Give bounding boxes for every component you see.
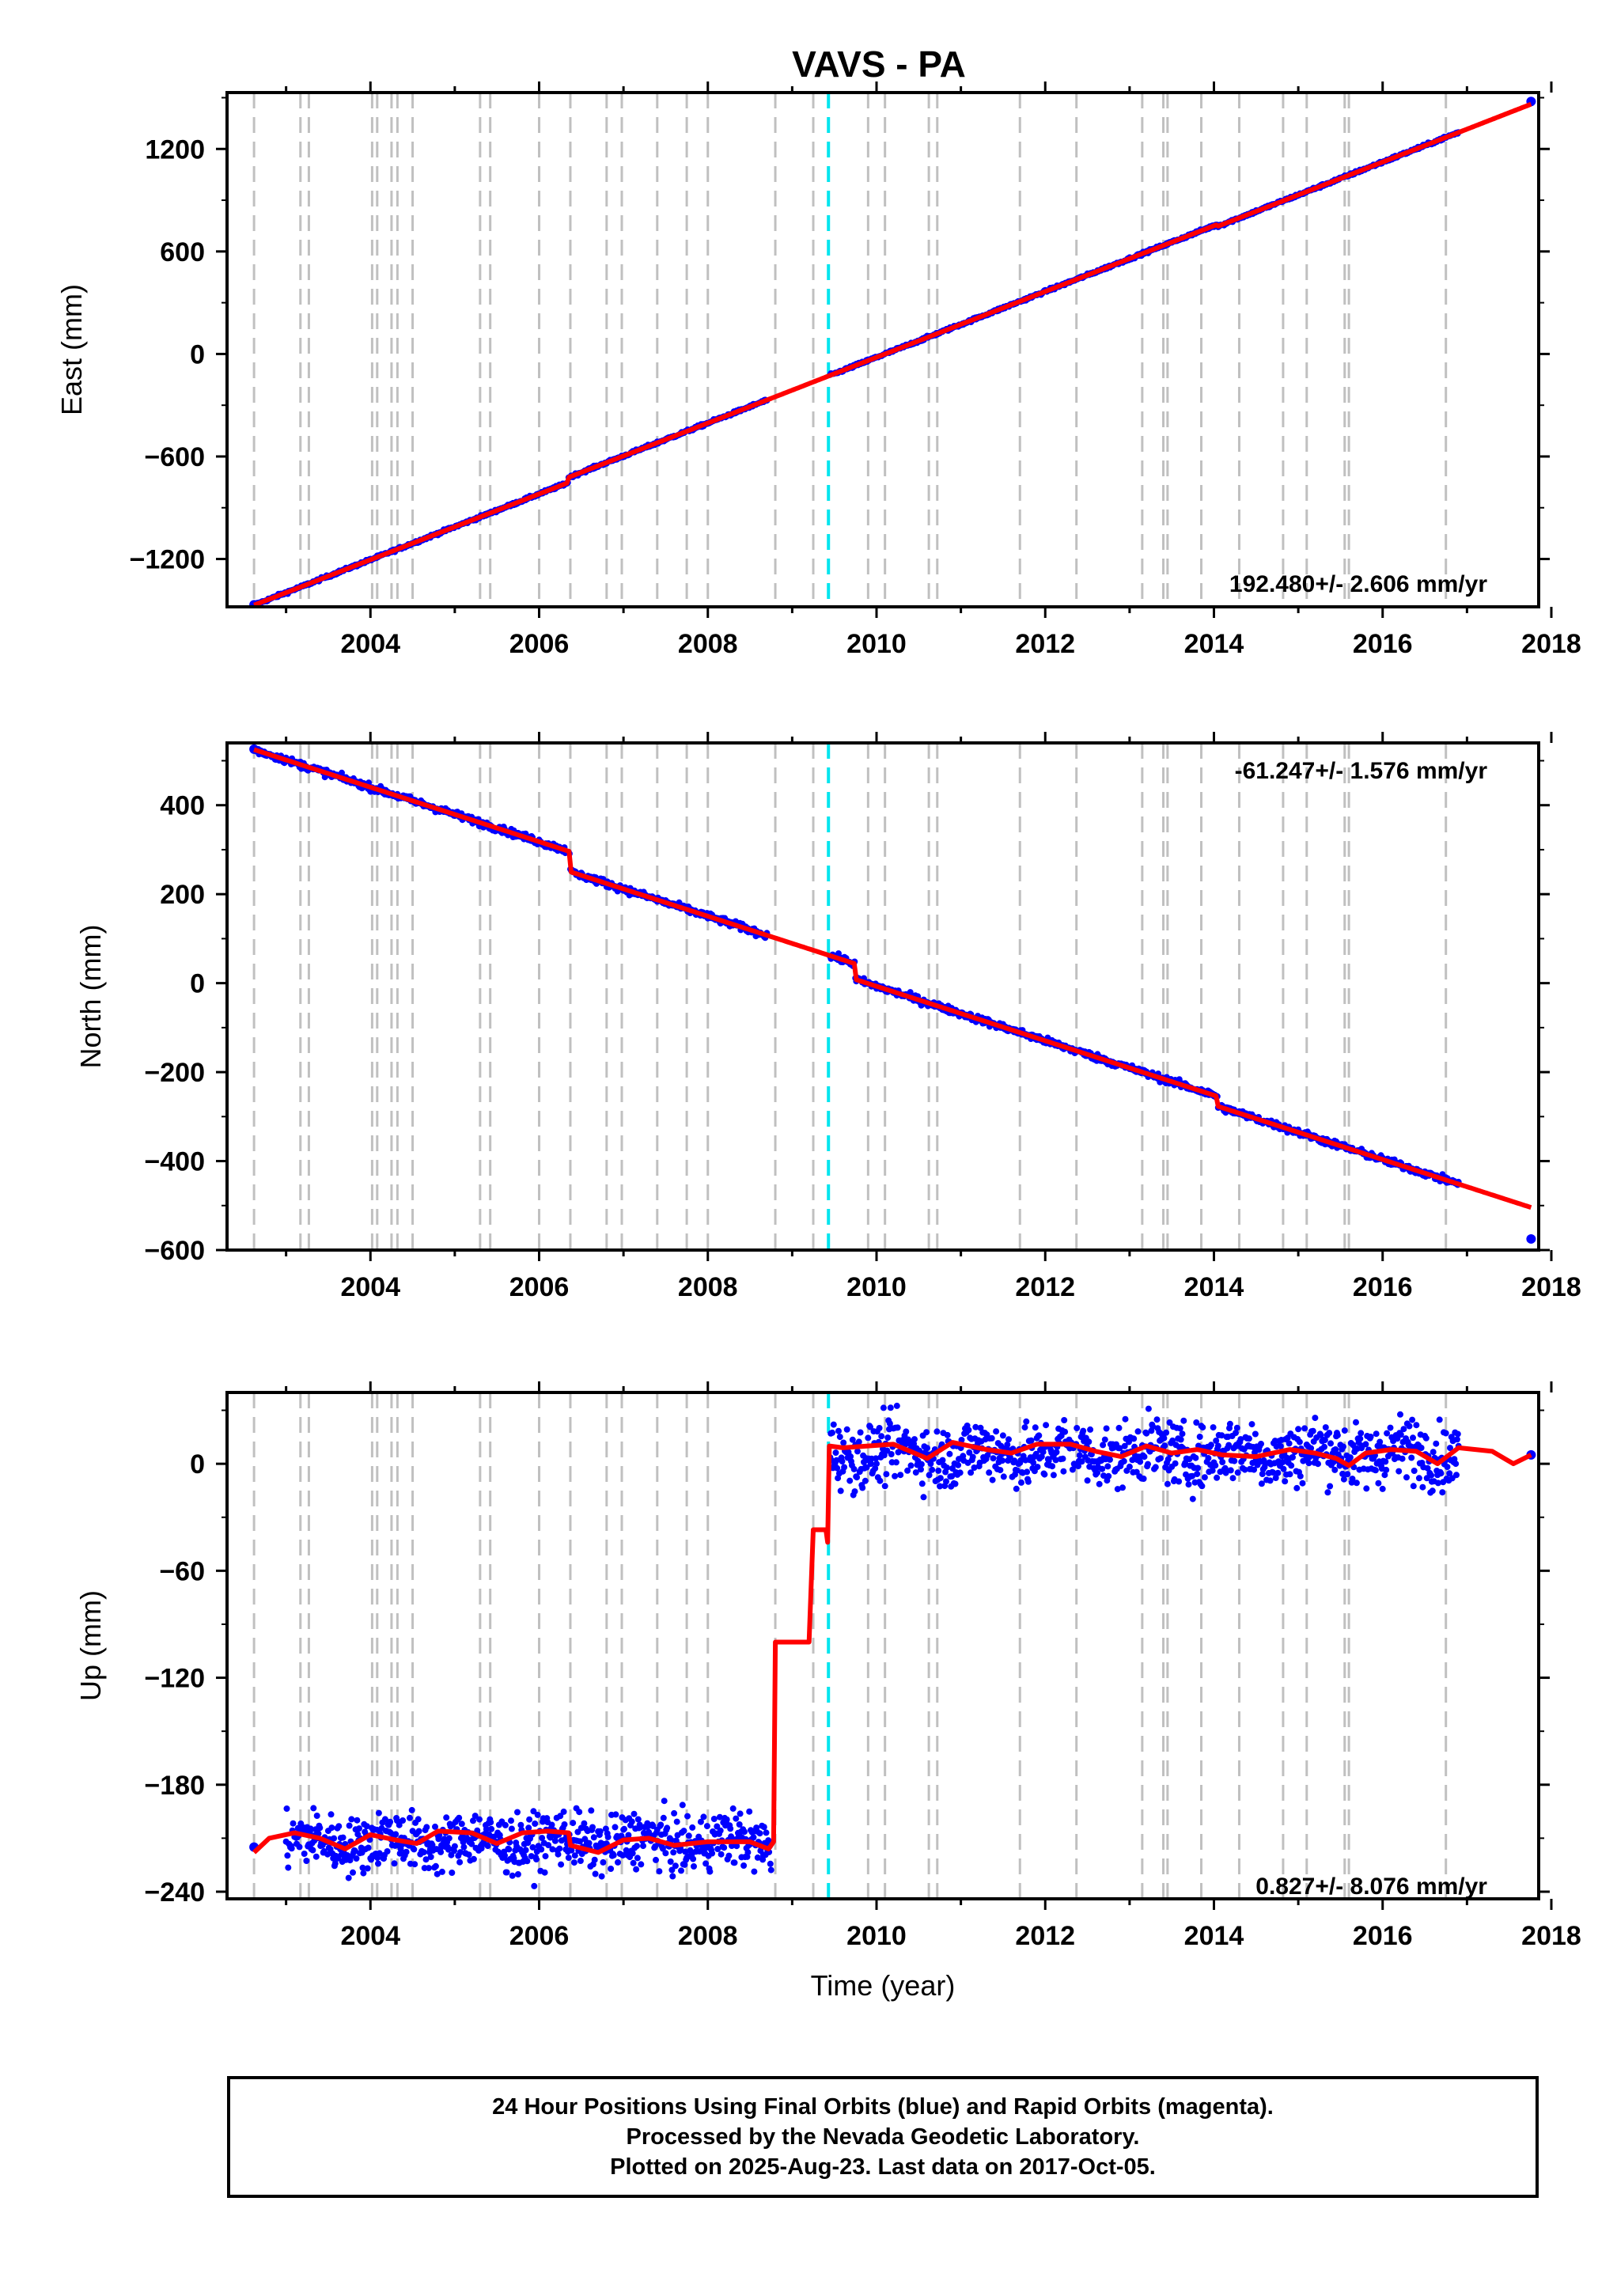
panel-north: 2004 2006 2008 2010 2012 2014 2016 2018 −600 −400… [74,732,1581,1302]
y-tick-label: −600 [144,1236,205,1266]
data-point [1526,1233,1536,1244]
panel-frame [225,91,1540,608]
model-fit-line [252,1440,1532,1855]
footer-line-1: 24 Hour Positions Using Final Orbits (bl… [492,2094,1274,2120]
footer-line-3: Plotted on 2025-Aug-23. Last data on 201… [610,2154,1156,2180]
data-points-north [249,744,1536,1244]
y-axis-label: East (mm) [55,284,88,415]
model-fit-line [253,101,1532,607]
footer-info-box: 24 Hour Positions Using Final Orbits (bl… [227,2076,1539,2198]
panel-frame [225,1391,1540,1900]
x-tick-label: 2014 [1184,629,1244,659]
x-tick-label: 2018 [1521,1272,1581,1302]
x-tick-label: 2014 [1184,1921,1244,1951]
y-tick-label: 0 [190,969,205,999]
x-tick-label: 2004 [340,1272,400,1302]
x-tick-label: 2010 [846,1272,907,1302]
x-tick-label: 2014 [1184,1272,1244,1302]
y-tick-label: −240 [144,1877,205,1908]
y-tick-label: 0 [190,1449,205,1480]
y-axis-label: Up (mm) [74,1590,107,1701]
y-tick-label: −400 [144,1147,205,1177]
x-tick-label: 2012 [1015,1921,1075,1951]
panel-up: 2004 2006 2008 2010 2012 2014 2016 2018 −240 −180… [74,1381,1581,2002]
x-tick-label: 2006 [509,1921,570,1951]
x-axis-label: Time (year) [811,1969,956,2002]
x-tick-label: 2008 [678,1272,738,1302]
y-tick-label: −1200 [130,545,206,575]
x-tick-label: 2008 [678,629,738,659]
y-tick-label: 0 [190,339,205,369]
model-fit-line [253,747,1532,1211]
y-tick-label: 200 [160,880,205,910]
x-tick-label: 2018 [1521,629,1581,659]
plot-area-east [249,93,1536,607]
x-tick-label: 2006 [509,629,570,659]
x-tick-label: 2004 [340,629,400,659]
y-axis-label: North (mm) [74,925,107,1069]
y-tick-label: −120 [144,1664,205,1694]
x-tick-label: 2016 [1353,629,1413,659]
x-tick-label: 2006 [509,1272,570,1302]
panel-frame [225,741,1540,1252]
plot-area-up [249,1392,1536,1899]
y-tick-label: 1200 [145,135,205,165]
x-tick-label: 2010 [846,629,907,659]
x-tick-label: 2010 [846,1921,907,1951]
chart-title: VAVS - PA [792,44,966,85]
y-tick-label: 600 [160,237,205,267]
data-point-cloud [282,1402,1462,1889]
y-tick-label: 400 [160,791,205,821]
footer-line-2: Processed by the Nevada Geodetic Laborat… [626,2124,1140,2150]
x-tick-label: 2012 [1015,629,1075,659]
x-tick-label: 2016 [1353,1272,1413,1302]
y-tick-label: −60 [159,1556,205,1586]
x-tick-label: 2004 [340,1921,400,1951]
y-tick-label: −180 [144,1771,205,1801]
x-tick-label: 2016 [1353,1921,1413,1951]
panel-east: 2004 2006 2008 2010 2012 2014 2016 2018 −1200 −60… [55,81,1581,659]
y-tick-label: −200 [144,1058,205,1088]
velocity-annotation: -61.247+/- 1.576 mm/yr [1235,758,1488,784]
y-tick-label: −600 [144,442,205,472]
x-tick-label: 2018 [1521,1921,1581,1951]
plot-area-north [249,743,1536,1250]
data-points-up [249,1402,1536,1889]
velocity-annotation: 192.480+/- 2.606 mm/yr [1229,571,1487,597]
velocity-annotation: 0.827+/- 8.076 mm/yr [1255,1874,1487,1900]
x-tick-label: 2012 [1015,1272,1075,1302]
x-tick-label: 2008 [678,1921,738,1951]
